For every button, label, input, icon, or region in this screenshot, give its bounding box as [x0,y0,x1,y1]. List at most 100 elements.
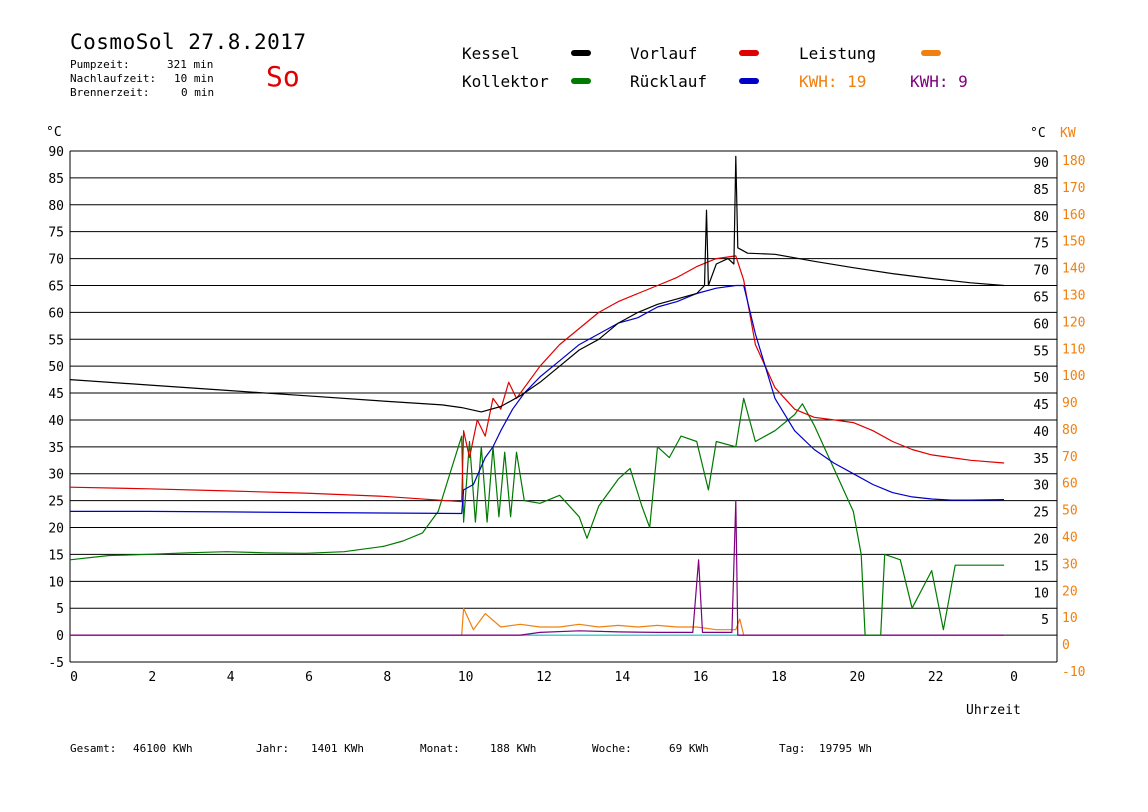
y-tick-label-left: 75 [48,226,64,241]
y-tick-label-left: 35 [48,441,64,456]
legend-leistung-swatch [921,50,941,56]
y-tick-label-left: 25 [48,495,64,510]
weekday-label: So [266,60,300,93]
y-axis-label-power: KW [1060,126,1076,141]
legend-ruecklauf-label: Rücklauf [630,72,708,91]
power-tick-label: 60 [1062,477,1078,492]
y-tick-label-right: 40 [1033,425,1049,440]
x-tick-label: 22 [928,670,944,685]
series-leistung [70,607,1005,636]
power-tick-label: 160 [1062,208,1085,223]
y-tick-label-left: 50 [48,360,64,375]
power-tick-label: 90 [1062,396,1078,411]
chart-title: CosmoSol 27.8.2017 [70,30,307,54]
y-tick-label-left: -5 [48,656,64,671]
y-tick-label-left: 20 [48,522,64,537]
y-tick-label-left: 90 [48,145,64,160]
x-axis-label: Uhrzeit [966,703,1021,718]
y-tick-label-left: 45 [48,387,64,402]
series-kessel [69,155,1005,413]
power-tick-label: 130 [1062,288,1085,303]
stat-value-brennerzeit: 0 min [181,86,215,99]
y-axis-label-left: °C [46,125,62,140]
y-tick-label-right: 15 [1033,559,1049,574]
stat-value-nachlaufzeit: 10 min [174,72,214,85]
y-tick-label-right: 65 [1033,290,1049,305]
y-axis-label-right: °C [1030,126,1046,141]
y-tick-label-left: 70 [48,253,64,268]
footer-jahr-value: 1401 KWh [311,742,364,755]
power-tick-label: 30 [1062,557,1078,572]
y-tick-label-right: 35 [1033,452,1049,467]
y-tick-label-right: 5 [1041,613,1049,628]
y-tick-label-right: 25 [1033,506,1049,521]
footer-woche-value: 69 KWh [669,742,709,755]
x-tick-label: 12 [536,670,552,685]
power-tick-label: 120 [1062,315,1085,330]
y-tick-label-right: 75 [1033,237,1049,252]
legend-kollektor-label: Kollektor [462,72,549,91]
y-tick-label-right: 50 [1033,371,1049,386]
footer-woche-label: Woche: [592,742,632,755]
y-tick-label-right: 80 [1033,210,1049,225]
chart-ticks: 908580757065605550454035302520151050-590… [48,145,1085,685]
power-tick-label: 140 [1062,262,1085,277]
x-tick-label: 4 [227,670,235,685]
legend-kessel-swatch [571,50,591,56]
power-tick-label: 10 [1062,611,1078,626]
y-tick-label-left: 40 [48,414,64,429]
x-tick-label: 20 [850,670,866,685]
legend-vorlauf-label: Vorlauf [630,44,698,63]
chart-axes [69,151,1058,662]
series-kollektor [69,397,1005,636]
y-tick-label-left: 0 [56,629,64,644]
footer-tag-label: Tag: [779,742,806,755]
y-tick-label-right: 20 [1033,533,1049,548]
y-tick-label-left: 65 [48,279,64,294]
stat-label-pumpzeit: Pumpzeit: [70,58,130,71]
y-tick-label-right: 10 [1033,586,1049,601]
footer-gesamt-value: 46100 KWh [133,742,193,755]
chart-grid [70,150,1057,663]
power-tick-label: 70 [1062,450,1078,465]
chart-series [69,155,1005,636]
x-tick-label: 18 [771,670,787,685]
x-tick-label: 10 [458,670,474,685]
y-tick-label-left: 55 [48,333,64,348]
power-tick-label: 20 [1062,584,1078,599]
x-tick-label: 8 [383,670,391,685]
y-tick-label-left: 80 [48,199,64,214]
x-tick-label: 0 [70,670,78,685]
y-tick-label-right: 55 [1033,344,1049,359]
series-kwh-9 [70,500,1005,636]
y-tick-label-left: 60 [48,306,64,321]
y-tick-label-right: 60 [1033,317,1049,332]
power-tick-label: 50 [1062,504,1078,519]
legend-leistung-label: Leistung [799,44,877,63]
power-tick-label: 40 [1062,531,1078,546]
footer-jahr-label: Jahr: [256,742,290,755]
power-tick-label: 170 [1062,181,1085,196]
stat-label-nachlaufzeit: Nachlaufzeit: [70,72,157,85]
stat-label-brennerzeit: Brennerzeit: [70,86,150,99]
x-tick-label: 16 [693,670,709,685]
y-tick-label-right: 45 [1033,398,1049,413]
footer-tag-value: 19795 Wh [819,742,872,755]
legend-kwh-orange: KWH: 19 [799,72,867,91]
legend-kessel-label: Kessel [462,44,520,63]
power-tick-label: 150 [1062,235,1085,250]
stat-value-pumpzeit: 321 min [167,58,214,71]
x-tick-label: 0 [1010,670,1018,685]
power-tick-label: 180 [1062,154,1085,169]
power-tick-label: 80 [1062,423,1078,438]
footer-gesamt-label: Gesamt: [70,742,117,755]
footer-monat-value: 188 KWh [490,742,537,755]
y-tick-label-right: 85 [1033,183,1049,198]
x-tick-label: 14 [615,670,631,685]
y-tick-label-left: 10 [48,575,64,590]
y-tick-label-left: 30 [48,468,64,483]
power-tick-label: 0 [1062,638,1070,653]
legend-vorlauf-swatch [739,50,759,56]
legend-kwh-purple: KWH: 9 [910,72,968,91]
